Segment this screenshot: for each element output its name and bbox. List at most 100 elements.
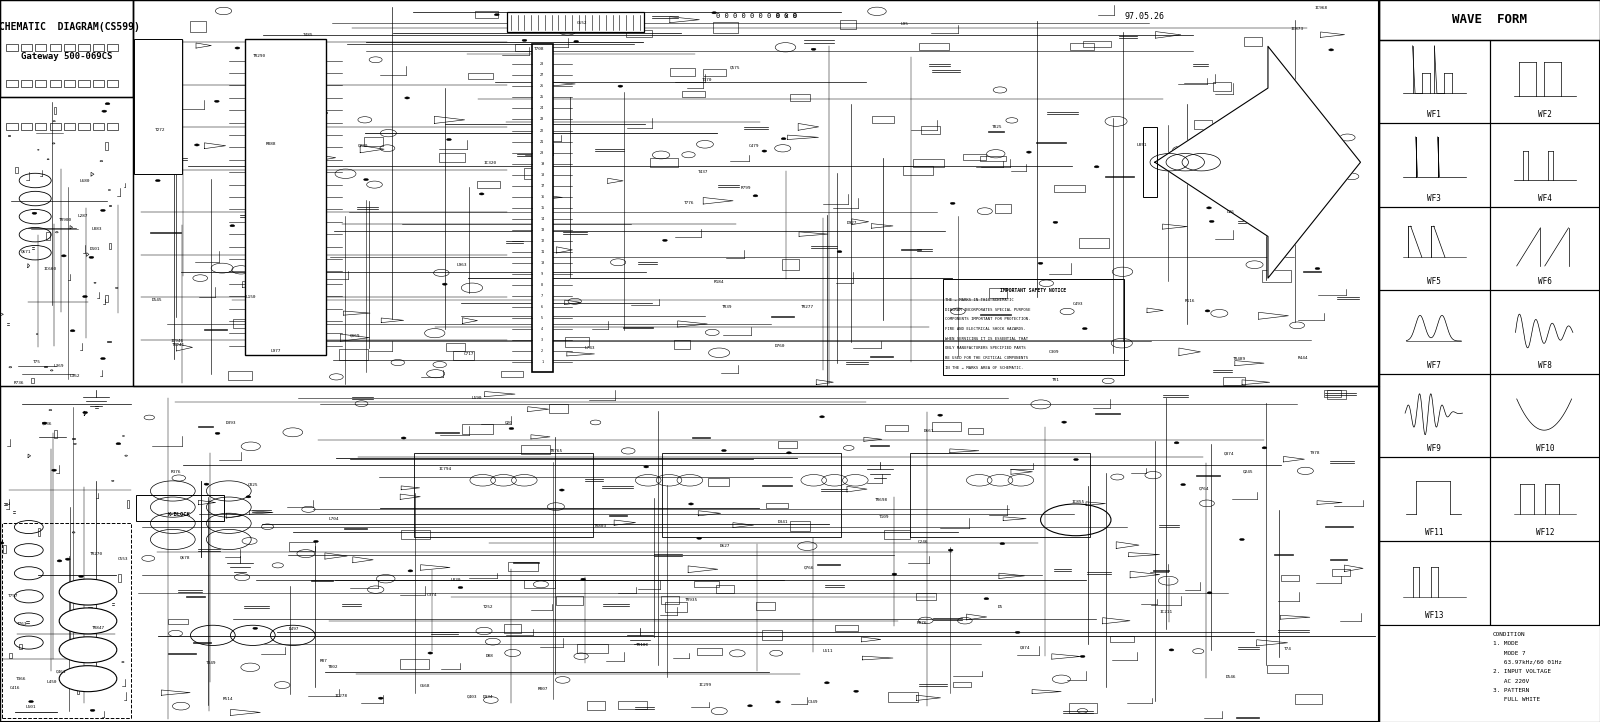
Bar: [93, 44, 104, 51]
Circle shape: [581, 578, 586, 580]
Text: L590: L590: [472, 396, 482, 400]
Circle shape: [59, 579, 117, 605]
Circle shape: [306, 222, 310, 224]
Text: WF3: WF3: [1427, 193, 1442, 203]
Bar: [35, 80, 46, 87]
Bar: [840, 20, 856, 29]
Bar: [414, 453, 594, 537]
Bar: [1379, 0, 1600, 722]
Text: 0 0 0 0 0 0 0 0 0 0: 0 0 0 0 0 0 0 0 0 0: [715, 13, 797, 19]
Text: 7: 7: [541, 294, 544, 298]
Circle shape: [938, 414, 942, 417]
Bar: [1083, 41, 1112, 47]
Bar: [670, 68, 694, 76]
Bar: [661, 596, 678, 604]
Bar: [1202, 164, 1232, 171]
Circle shape: [378, 697, 382, 700]
Bar: [50, 123, 61, 130]
Text: TR39: TR39: [722, 305, 733, 309]
Bar: [6, 123, 18, 130]
Circle shape: [1322, 143, 1326, 145]
Bar: [1333, 569, 1350, 575]
Bar: [109, 243, 112, 249]
Circle shape: [762, 150, 766, 152]
Bar: [1490, 290, 1600, 374]
Text: FULL WHITE: FULL WHITE: [1493, 697, 1539, 703]
Bar: [549, 404, 568, 413]
Bar: [46, 232, 50, 240]
Text: L680: L680: [80, 178, 90, 183]
Bar: [523, 580, 555, 588]
Bar: [3, 545, 5, 553]
Bar: [107, 80, 118, 87]
Text: R116: R116: [1186, 299, 1195, 303]
Text: IC278: IC278: [334, 695, 349, 698]
Circle shape: [949, 549, 954, 552]
Text: 13: 13: [541, 227, 544, 232]
Text: L150: L150: [246, 295, 256, 299]
Bar: [515, 45, 538, 51]
Text: D101: D101: [90, 247, 101, 251]
Bar: [0, 0, 133, 97]
Bar: [54, 107, 56, 113]
Text: TR277: TR277: [800, 305, 814, 309]
Bar: [453, 351, 474, 360]
Bar: [507, 12, 643, 32]
Bar: [1069, 703, 1098, 713]
Text: 21: 21: [541, 139, 544, 144]
Circle shape: [494, 14, 499, 16]
Text: 12: 12: [541, 239, 544, 243]
Text: TR290: TR290: [253, 54, 266, 58]
Bar: [1267, 665, 1288, 673]
Text: WF9: WF9: [1427, 444, 1442, 453]
Text: IC299: IC299: [699, 683, 712, 687]
Bar: [910, 453, 1090, 537]
Text: IC873: IC873: [1290, 27, 1304, 31]
Bar: [0, 386, 1379, 722]
Text: 27: 27: [541, 74, 544, 77]
Circle shape: [51, 469, 56, 471]
Text: WF4: WF4: [1538, 193, 1552, 203]
Bar: [1262, 271, 1291, 282]
Text: IC211: IC211: [1160, 610, 1173, 614]
Text: TR100: TR100: [635, 643, 650, 647]
Text: D5: D5: [998, 606, 1003, 609]
Bar: [365, 136, 382, 146]
Bar: [522, 445, 550, 454]
Bar: [64, 44, 75, 51]
Bar: [674, 340, 690, 349]
Bar: [1194, 120, 1213, 129]
Text: TR241: TR241: [173, 343, 186, 347]
Text: D88: D88: [485, 653, 493, 658]
Bar: [666, 602, 688, 612]
Bar: [477, 181, 501, 188]
Bar: [1490, 374, 1600, 458]
Circle shape: [893, 573, 898, 575]
Text: T797: T797: [8, 593, 18, 598]
Text: ONLY MANUFACTURERS SPECIFIED PARTS: ONLY MANUFACTURERS SPECIFIED PARTS: [944, 347, 1026, 350]
Text: T366: T366: [16, 677, 27, 681]
Circle shape: [1216, 187, 1221, 189]
Circle shape: [59, 637, 117, 663]
Text: T763: T763: [18, 622, 27, 626]
Text: C309: C309: [1048, 350, 1059, 355]
Circle shape: [574, 40, 579, 43]
Circle shape: [101, 357, 106, 360]
Text: L450: L450: [46, 680, 56, 684]
Circle shape: [1328, 49, 1333, 51]
Text: Q169: Q169: [350, 334, 360, 338]
Text: R184: R184: [714, 280, 723, 284]
Bar: [1379, 40, 1490, 123]
Bar: [64, 80, 75, 87]
Circle shape: [1181, 484, 1186, 486]
Circle shape: [1315, 267, 1320, 269]
Bar: [766, 503, 787, 508]
Text: TR935: TR935: [685, 598, 698, 602]
Bar: [168, 619, 187, 624]
Bar: [78, 80, 90, 87]
Circle shape: [67, 583, 72, 586]
Bar: [694, 580, 720, 587]
Bar: [835, 625, 858, 631]
Text: T109: T109: [878, 515, 890, 519]
Text: TR489: TR489: [1232, 357, 1246, 361]
